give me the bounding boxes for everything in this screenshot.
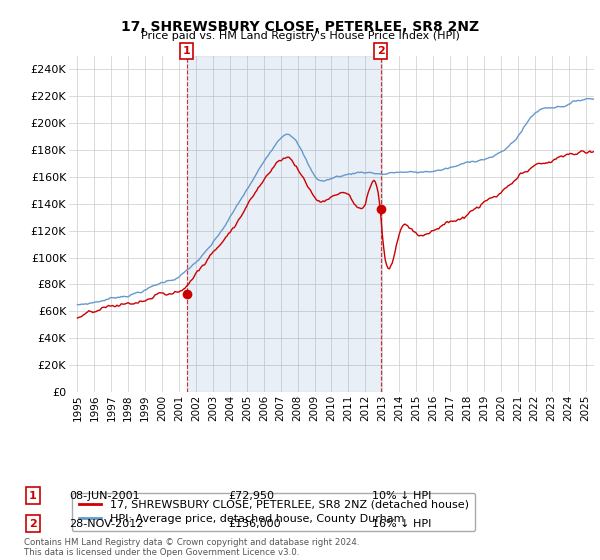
Text: 28-NOV-2012: 28-NOV-2012 bbox=[69, 519, 143, 529]
Text: 1: 1 bbox=[29, 491, 37, 501]
Text: 10% ↓ HPI: 10% ↓ HPI bbox=[372, 491, 431, 501]
Text: 2: 2 bbox=[29, 519, 37, 529]
Text: Price paid vs. HM Land Registry's House Price Index (HPI): Price paid vs. HM Land Registry's House … bbox=[140, 31, 460, 41]
Legend: 17, SHREWSBURY CLOSE, PETERLEE, SR8 2NZ (detached house), HPI: Average price, de: 17, SHREWSBURY CLOSE, PETERLEE, SR8 2NZ … bbox=[72, 493, 475, 531]
Bar bbox=[187, 56, 381, 392]
Text: Contains HM Land Registry data © Crown copyright and database right 2024.
This d: Contains HM Land Registry data © Crown c… bbox=[24, 538, 359, 557]
Text: £72,950: £72,950 bbox=[228, 491, 274, 501]
Text: 08-JUN-2001: 08-JUN-2001 bbox=[69, 491, 140, 501]
Text: 17, SHREWSBURY CLOSE, PETERLEE, SR8 2NZ: 17, SHREWSBURY CLOSE, PETERLEE, SR8 2NZ bbox=[121, 20, 479, 34]
Text: 1: 1 bbox=[182, 46, 190, 56]
Text: 2: 2 bbox=[377, 46, 385, 56]
Text: £136,000: £136,000 bbox=[228, 519, 281, 529]
Text: 16% ↓ HPI: 16% ↓ HPI bbox=[372, 519, 431, 529]
